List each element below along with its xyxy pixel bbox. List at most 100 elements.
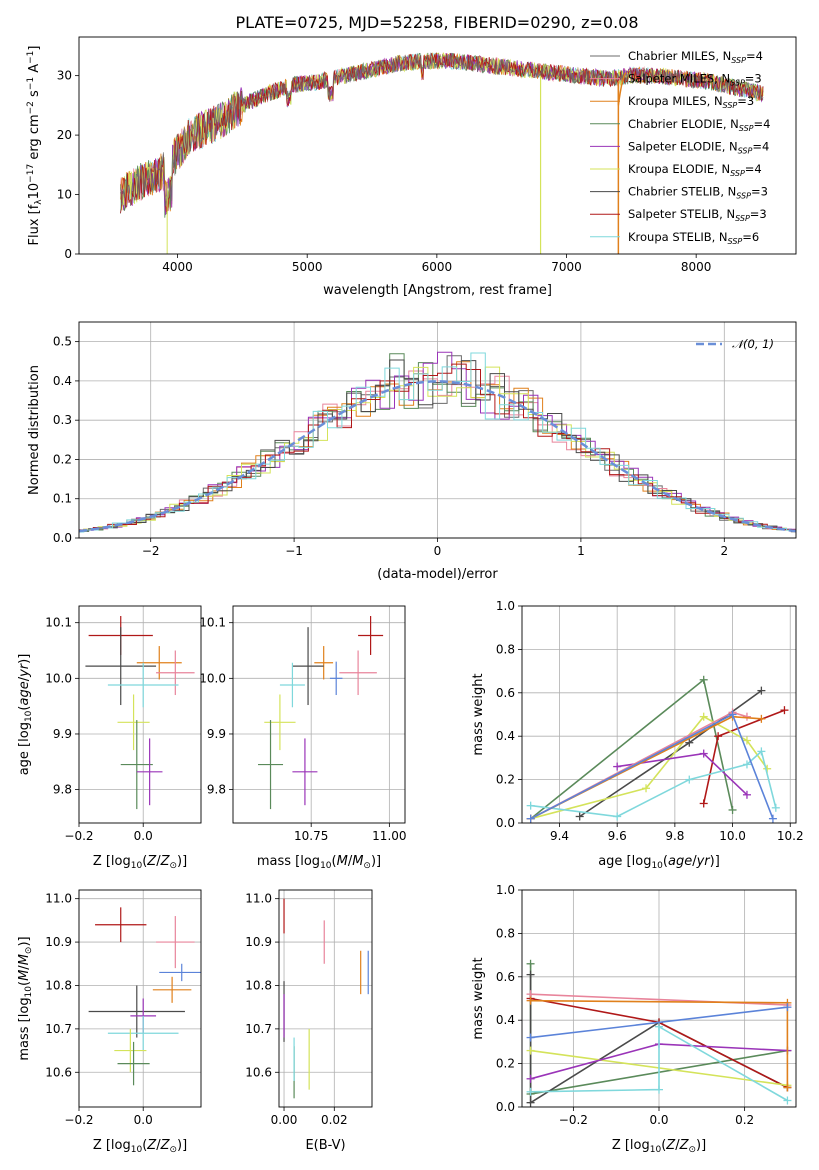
x-tick-label: 9.8: [665, 829, 684, 843]
mass-weight-vs-Z-panel: −0.2 0.0 0.2 0.0 0.2 0.4 0.6 0.8 1.0 Z [log10(Z/Z…: [471, 883, 797, 1155]
x-axis-label: age [log10(age/yr)]: [598, 854, 720, 871]
y-tick-label: 1.0: [496, 599, 515, 613]
axes-frame: [521, 605, 797, 824]
y-tick-label: 9.8: [53, 783, 72, 797]
y-tick-label: 0.4: [496, 1013, 515, 1027]
legend-label: 𝒩(0, 1): [732, 337, 774, 351]
spectrum-gap-line: [617, 72, 627, 106]
y-tick-label: 9.9: [53, 727, 72, 741]
figure-title: PLATE=0725, MJD=52258, FIBERID=0290, z=0…: [235, 13, 638, 32]
x-tick-label: 0.0: [649, 1113, 668, 1127]
x-tick-label: 4000: [162, 260, 193, 274]
mass-vs-Z-panel: −0.2 0.0 10.6 10.7 10.8 10.9 11.0 Z [log10(Z/Z⊙…: [17, 889, 202, 1155]
age-vs-mass-panel: 10.75 11.00 9.8 9.9 10.0 10.1 mass [log10(M/M⊙…: [199, 605, 407, 871]
y-tick-label: 0.1: [53, 492, 72, 506]
mass-weight-vs-age-panel: 9.4 9.6 9.8 10.0 10.2 0.0 0.2 0.4 0.6 0.8 1.0 age […: [471, 599, 804, 871]
x-tick-label: 6000: [422, 260, 453, 274]
axes-frame: [78, 36, 797, 255]
axes-frame: [78, 605, 202, 824]
x-tick-label: 10.75: [294, 829, 328, 843]
legend-label: Kroupa ELODIE, NSSP=4: [628, 162, 762, 178]
y-tick-label: 10.1: [45, 616, 72, 630]
spectrum-line: [120, 52, 764, 207]
x-tick-label: 0: [434, 544, 442, 558]
y-tick-label: 0.8: [496, 642, 515, 656]
y-axis-label: mass weight: [471, 957, 486, 1039]
y-tick-label: 0.5: [53, 335, 72, 349]
axes-frame: [78, 889, 202, 1108]
y-tick-label: 0.2: [496, 1057, 515, 1071]
axes-frame: [78, 321, 797, 539]
x-axis-label: Z [log10(Z/Z⊙)]: [612, 1138, 706, 1155]
y-tick-label: 9.8: [207, 783, 226, 797]
y-tick-label: 0.0: [53, 531, 72, 545]
legend-label: Salpeter ELODIE, NSSP=4: [628, 139, 769, 155]
legend-label: Salpeter MILES, NSSP=3: [628, 72, 762, 88]
y-tick-label: 10.6: [245, 1065, 272, 1079]
series-line: [530, 1025, 788, 1102]
legend-label: Kroupa STELIB, NSSP=6: [628, 230, 759, 246]
x-axis-label: Z [log10(Z/Z⊙)]: [93, 1138, 187, 1155]
y-tick-label: 10.8: [45, 978, 72, 992]
legend-label: Salpeter STELIB, NSSP=3: [628, 207, 767, 223]
series-line: [530, 678, 734, 820]
y-tick-label: 0.0: [496, 1100, 515, 1114]
y-tick-label: 11.0: [45, 892, 72, 906]
y-tick-label: 20: [57, 128, 72, 142]
y-axis-label: Normed distribution: [27, 365, 42, 495]
legend-label: Chabrier MILES, NSSP=4: [628, 49, 763, 65]
y-tick-label: 10.8: [245, 978, 272, 992]
x-tick-label: −2: [142, 544, 160, 558]
series-line: [530, 1006, 788, 1039]
x-tick-label: 0.02: [321, 1113, 348, 1127]
series-line: [579, 689, 762, 818]
series-line: [530, 749, 777, 818]
axes-frame: [232, 605, 406, 824]
y-tick-label: 0.6: [496, 686, 515, 700]
y-tick-label: 10.7: [45, 1022, 72, 1036]
y-tick-label: 0: [64, 247, 72, 261]
x-tick-label: 1: [577, 544, 585, 558]
y-axis-label: age [log10(age/yr)]: [17, 654, 34, 776]
legend-label: Kroupa MILES, NSSP=3: [628, 94, 754, 110]
y-tick-label: 0.0: [496, 816, 515, 830]
mass-vs-ebv-panel: 0.00 0.02 10.6 10.7 10.8 10.9 11.0 E(B-V): [245, 889, 373, 1153]
y-tick-label: 10.1: [199, 616, 226, 630]
x-tick-label: 7000: [551, 260, 582, 274]
y-tick-label: 10.0: [45, 671, 72, 685]
y-tick-label: 0.4: [53, 374, 72, 388]
y-tick-label: 11.0: [245, 892, 272, 906]
x-axis-label: E(B-V): [305, 1138, 345, 1153]
y-tick-label: 10.0: [199, 671, 226, 685]
x-tick-label: 2: [720, 544, 728, 558]
axes-frame: [278, 889, 373, 1108]
spectrum-panel: 4000 5000 6000 7000 8000 0 10 20 30 wavelength [A…: [26, 36, 797, 298]
histogram-line: [79, 363, 796, 534]
y-tick-label: 0.8: [496, 926, 515, 940]
legend-label: Chabrier STELIB, NSSP=3: [628, 185, 768, 201]
x-tick-label: 0.0: [134, 829, 153, 843]
x-tick-label: 10.0: [719, 829, 746, 843]
y-tick-label: 0.6: [496, 970, 515, 984]
x-axis-label: mass [log10(M/M⊙)]: [257, 854, 381, 871]
y-tick-label: 0.3: [53, 413, 72, 427]
y-tick-label: 0.2: [496, 773, 515, 787]
y-tick-label: 0.2: [53, 452, 72, 466]
x-tick-label: 0.2: [735, 1113, 754, 1127]
y-axis-label: mass [log10(M/M⊙)]: [17, 936, 34, 1060]
x-tick-label: −0.2: [64, 1113, 93, 1127]
x-tick-label: −0.2: [559, 1113, 588, 1127]
y-tick-label: 9.9: [207, 727, 226, 741]
legend-label: Chabrier ELODIE, NSSP=4: [628, 117, 770, 133]
x-tick-label: 5000: [292, 260, 323, 274]
x-tick-label: 0.00: [271, 1113, 298, 1127]
residuals-panel: −2 −1 0 1 2 0.0 0.1 0.2 0.3 0.4 0.5 (data-model)/er…: [27, 321, 797, 582]
y-axis-label: mass weight: [471, 673, 486, 755]
x-tick-label: 9.4: [550, 829, 569, 843]
x-tick-label: −0.2: [64, 829, 93, 843]
x-tick-label: 0.0: [134, 1113, 153, 1127]
y-tick-label: 10: [57, 188, 72, 202]
y-tick-label: 10.9: [45, 935, 72, 949]
x-axis-label: (data-model)/error: [377, 567, 498, 582]
